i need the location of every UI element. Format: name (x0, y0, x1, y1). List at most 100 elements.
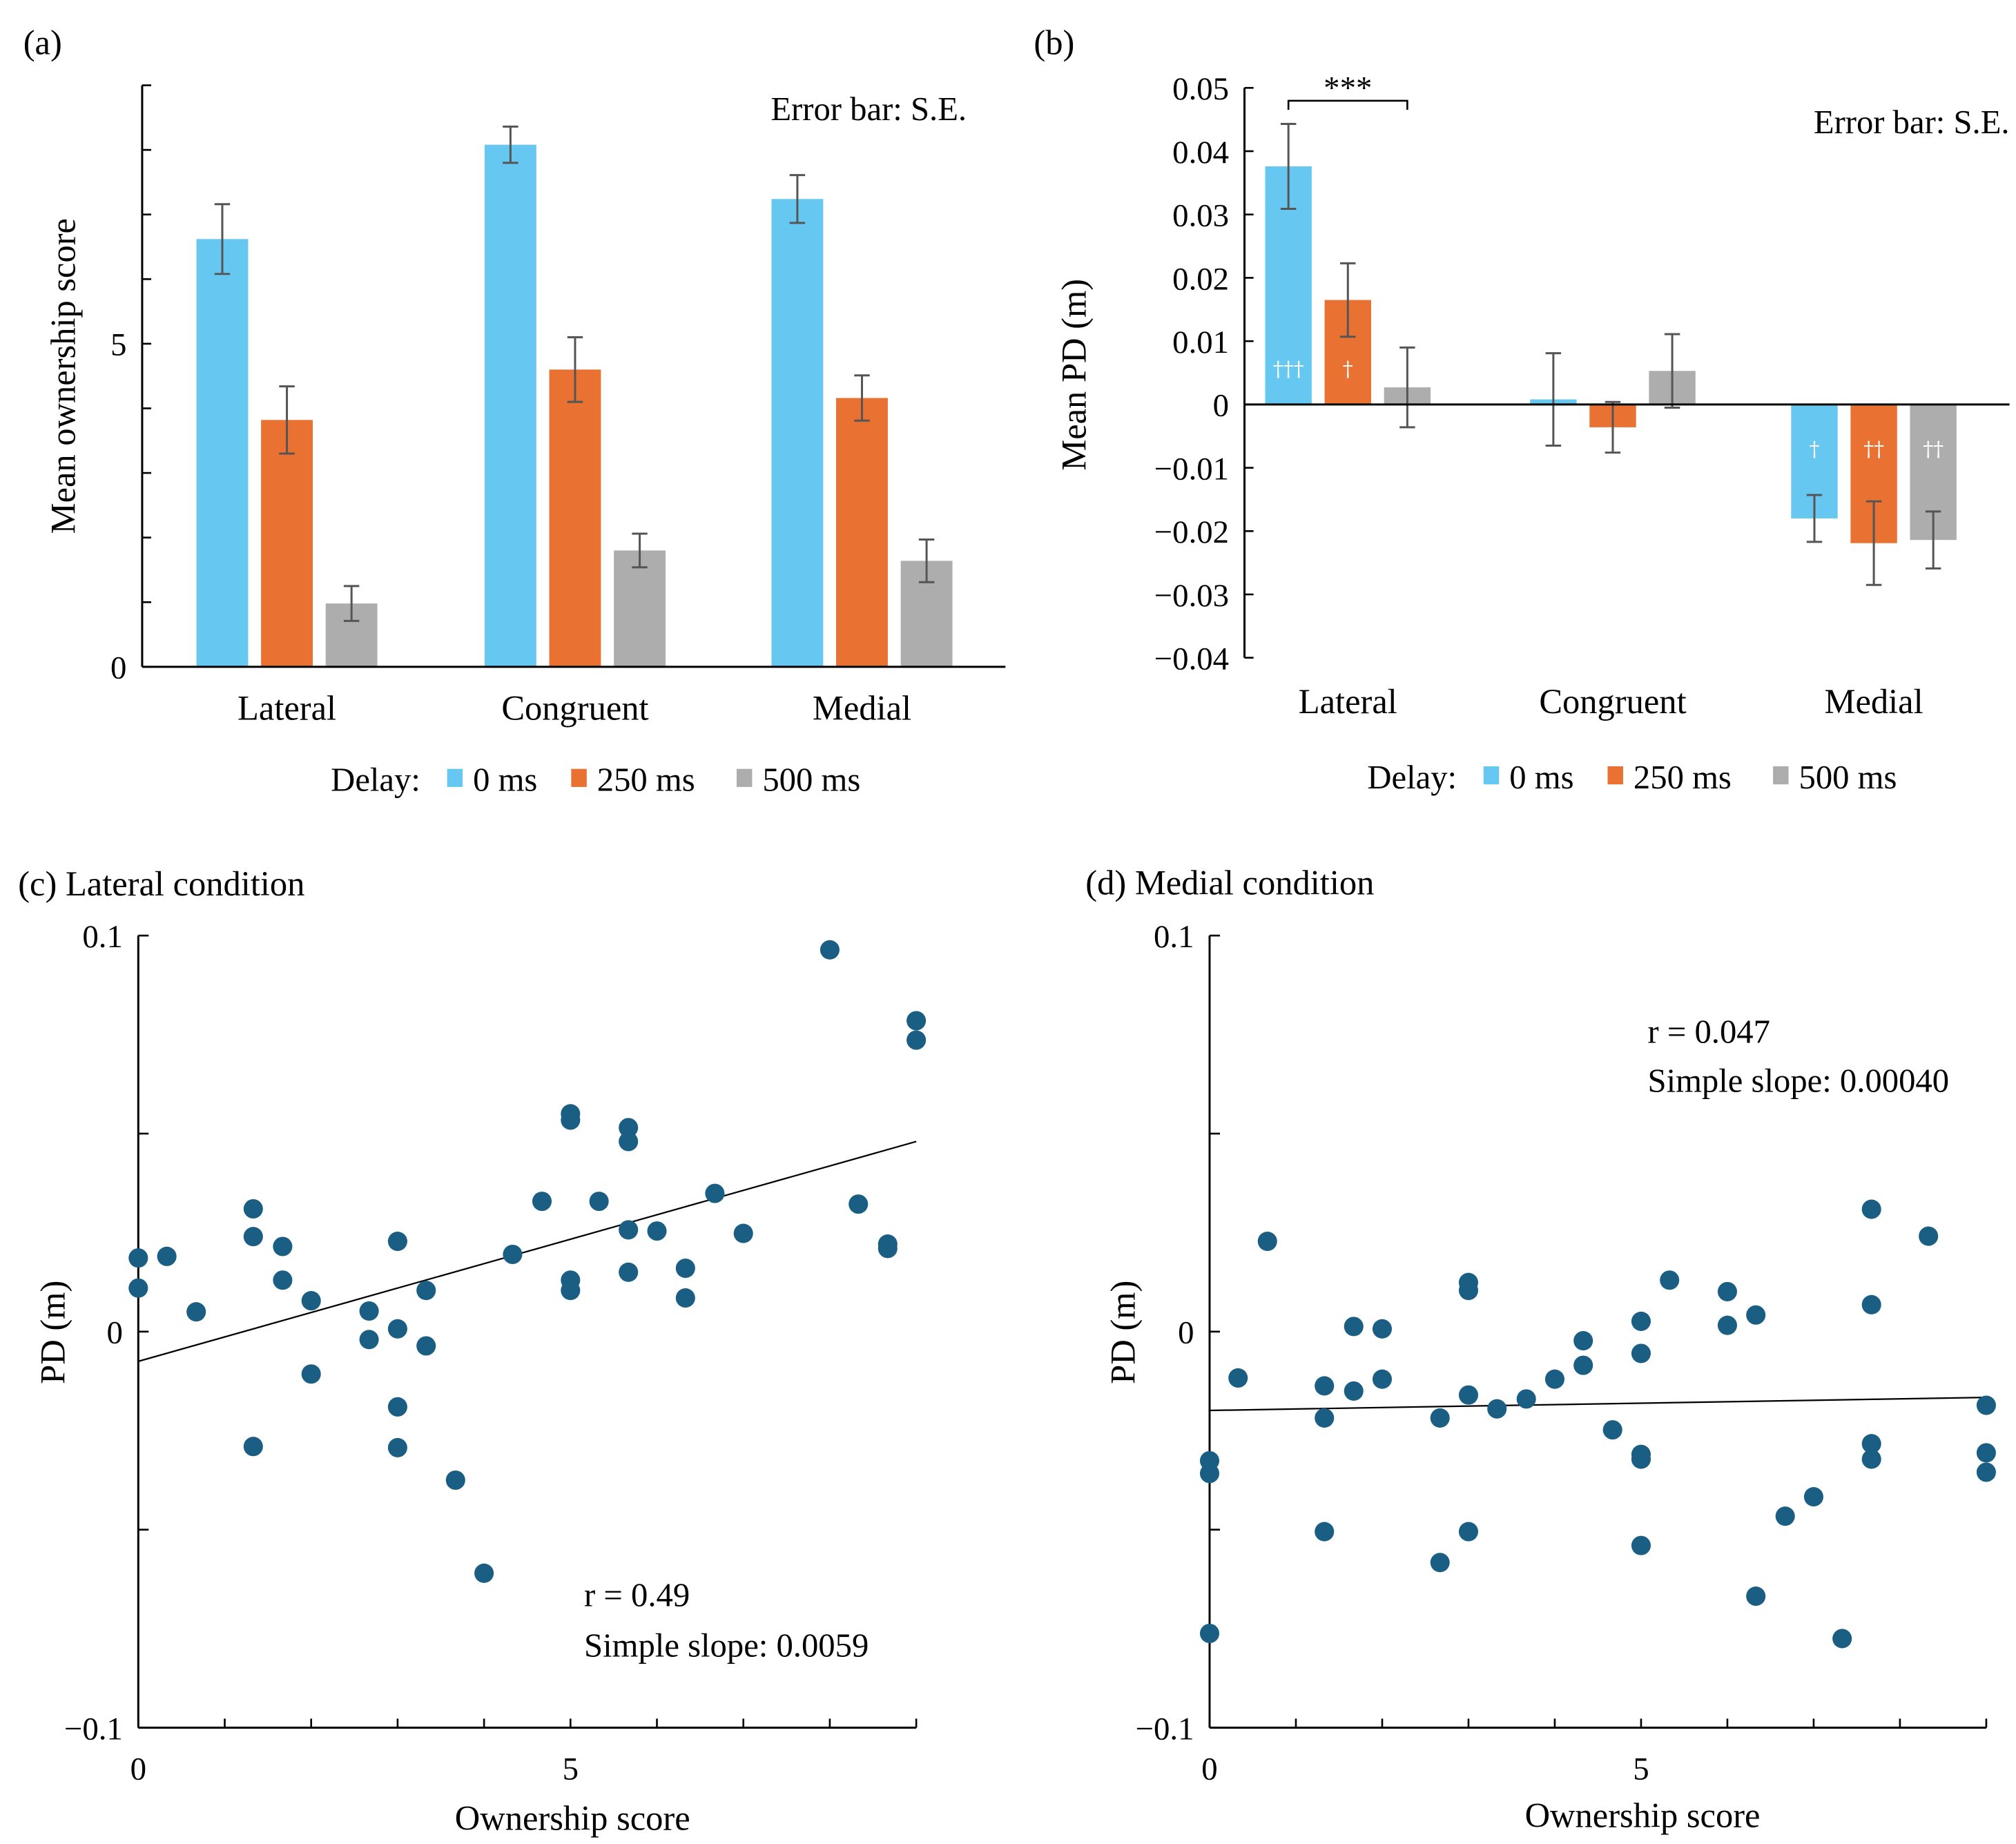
significance-bracket (1287, 99, 1408, 110)
panel-c-data-point (445, 1470, 465, 1491)
panel-d-data-point (1803, 1487, 1823, 1507)
panel-b-y-tick-label: 0.03 (1172, 198, 1229, 234)
panel-c-plot: −0.100.10 5 (64, 919, 927, 1787)
panel-d-regression-line (1209, 1396, 1986, 1412)
panel-d-data-point (1631, 1311, 1651, 1331)
panel-d-data-point (1631, 1449, 1651, 1469)
legend-swatch-500-ms (736, 768, 753, 787)
legend-item-500-ms: 500 ms (1799, 759, 1897, 796)
panel-d-label: (d) (1085, 863, 1126, 902)
panel-d-data-point (1228, 1368, 1248, 1388)
panel-a-legend: Delay: 0 ms 250 ms 500 ms (331, 761, 860, 799)
panel-c-data-point (619, 1118, 639, 1138)
dagger-significance-marker: ††† (1273, 358, 1304, 382)
legend-item-250-ms: 250 ms (1634, 759, 1732, 796)
panel-b-y-tick-label: 0.01 (1172, 324, 1229, 360)
panel-a-ownership-bar-chart: (a) Mean ownership score Error bar: S.E.… (23, 23, 1006, 799)
panel-c-data-point (387, 1232, 407, 1252)
legend-swatch-500-ms (1773, 766, 1789, 785)
category-label-medial: Medial (813, 689, 911, 728)
panel-c-data-point (359, 1330, 379, 1350)
panel-a-y-tick-label: 5 (110, 327, 126, 363)
panel-c-r-value: r = 0.49 (584, 1577, 690, 1614)
panel-c-label: (c) (18, 864, 57, 903)
dagger-significance-marker: †† (1923, 438, 1944, 462)
panel-d-data-point (1458, 1281, 1479, 1301)
panel-c-data-point (503, 1244, 523, 1265)
panel-d-data-point (1746, 1586, 1766, 1607)
panel-b-y-tick-label: −0.04 (1154, 641, 1229, 677)
panel-c-data-point (619, 1220, 639, 1240)
panel-d-data-point (1315, 1376, 1335, 1396)
panel-c-data-point (647, 1221, 667, 1241)
panel-d-data-point (1458, 1385, 1479, 1405)
panel-c-y-axis-title: PD (m) (34, 1281, 72, 1384)
panel-a-y-axis-title: Mean ownership score (44, 218, 83, 534)
panel-d-x-tick-label: 0 (1201, 1751, 1217, 1787)
panel-d-data-point (1775, 1506, 1795, 1526)
panel-d-data-point (1344, 1317, 1364, 1337)
panel-d-data-point (1746, 1305, 1766, 1325)
dagger-significance-marker: †† (1863, 438, 1884, 462)
panel-c-title: (c) Lateral condition (18, 864, 304, 903)
panel-d-data-point (1544, 1369, 1565, 1389)
panel-d-data-point (1516, 1389, 1536, 1409)
panel-d-r-value: r = 0.047 (1648, 1013, 1770, 1051)
panel-c-data-point (705, 1183, 725, 1203)
panel-d-data-point (1487, 1399, 1507, 1419)
panel-c-data-point (532, 1192, 552, 1212)
panel-c-data-point (387, 1437, 407, 1457)
panel-b-legend: Delay: 0 ms 250 ms 500 ms (1367, 759, 1897, 796)
panel-d-data-point (1861, 1294, 1881, 1314)
legend-swatch-250-ms (1607, 766, 1623, 785)
panel-b-bars: ††† †† †† †† (1265, 123, 1957, 586)
panel-c-data-point (849, 1194, 869, 1214)
category-label-lateral: Lateral (238, 689, 336, 728)
panel-a-bars (196, 125, 953, 667)
category-label-congruent: Congruent (1539, 682, 1686, 721)
bar-lateral-0-ms (196, 239, 249, 667)
panel-c-data-point (416, 1336, 436, 1356)
panel-d-data-point (1199, 1464, 1220, 1484)
panel-d-data-point (1631, 1535, 1651, 1555)
panel-c-data-point (387, 1319, 407, 1339)
panel-d-data-point (1976, 1462, 1996, 1482)
panel-d-data-point (1315, 1522, 1335, 1542)
panel-c-data-point (619, 1262, 639, 1282)
panel-c-data-point (675, 1259, 695, 1279)
panel-a-y-tick-label: 0 (110, 650, 126, 686)
panel-c-x-axis-title: Ownership score (455, 1798, 690, 1837)
bar-congruent-500-ms (614, 550, 666, 667)
panel-c-regression-line (138, 1141, 917, 1362)
panel-c-data-point (675, 1288, 695, 1308)
significance-stars: *** (1324, 70, 1372, 106)
panel-c-data-point (820, 940, 840, 960)
panel-c-condition: Lateral condition (66, 864, 304, 903)
panel-b-y-tick-label: −0.01 (1154, 451, 1229, 487)
panel-b-pd-bar-chart: (b) Mean PD (m) Error bar: S.E. 0.05 0.04… (1034, 23, 2009, 796)
panel-a-y-ticks: 05 (110, 84, 152, 686)
panel-b-category-labels: Lateral Congruent Medial (1299, 682, 1923, 721)
panel-d-data-point (1372, 1369, 1393, 1389)
legend-prefix: Delay: (1367, 759, 1457, 796)
panel-c-data-point (128, 1248, 148, 1268)
legend-item-250-ms: 250 ms (597, 761, 695, 799)
legend-swatch-0-ms (447, 768, 463, 787)
panel-d-data-point (1372, 1319, 1393, 1339)
legend-swatch-250-ms (571, 768, 587, 787)
panel-c-data-point (273, 1236, 293, 1256)
panel-c-data-point (243, 1227, 263, 1247)
panel-a-label: (a) (23, 23, 62, 62)
dagger-significance-marker: † (1343, 358, 1353, 382)
panel-d-data-point (1315, 1408, 1335, 1428)
panel-d-data-point (1631, 1343, 1651, 1363)
panel-d-data-point (1430, 1553, 1450, 1573)
category-label-medial: Medial (1825, 682, 1923, 721)
panel-c-data-point (243, 1437, 263, 1457)
panel-d-y-axis-title: PD (m) (1103, 1281, 1142, 1384)
panel-d-data-point (1573, 1331, 1593, 1351)
panel-c-data-point (907, 1011, 927, 1031)
panel-c-y-tick-label: 0.1 (82, 919, 122, 955)
panel-d-y-tick-label: 0 (1178, 1315, 1194, 1351)
